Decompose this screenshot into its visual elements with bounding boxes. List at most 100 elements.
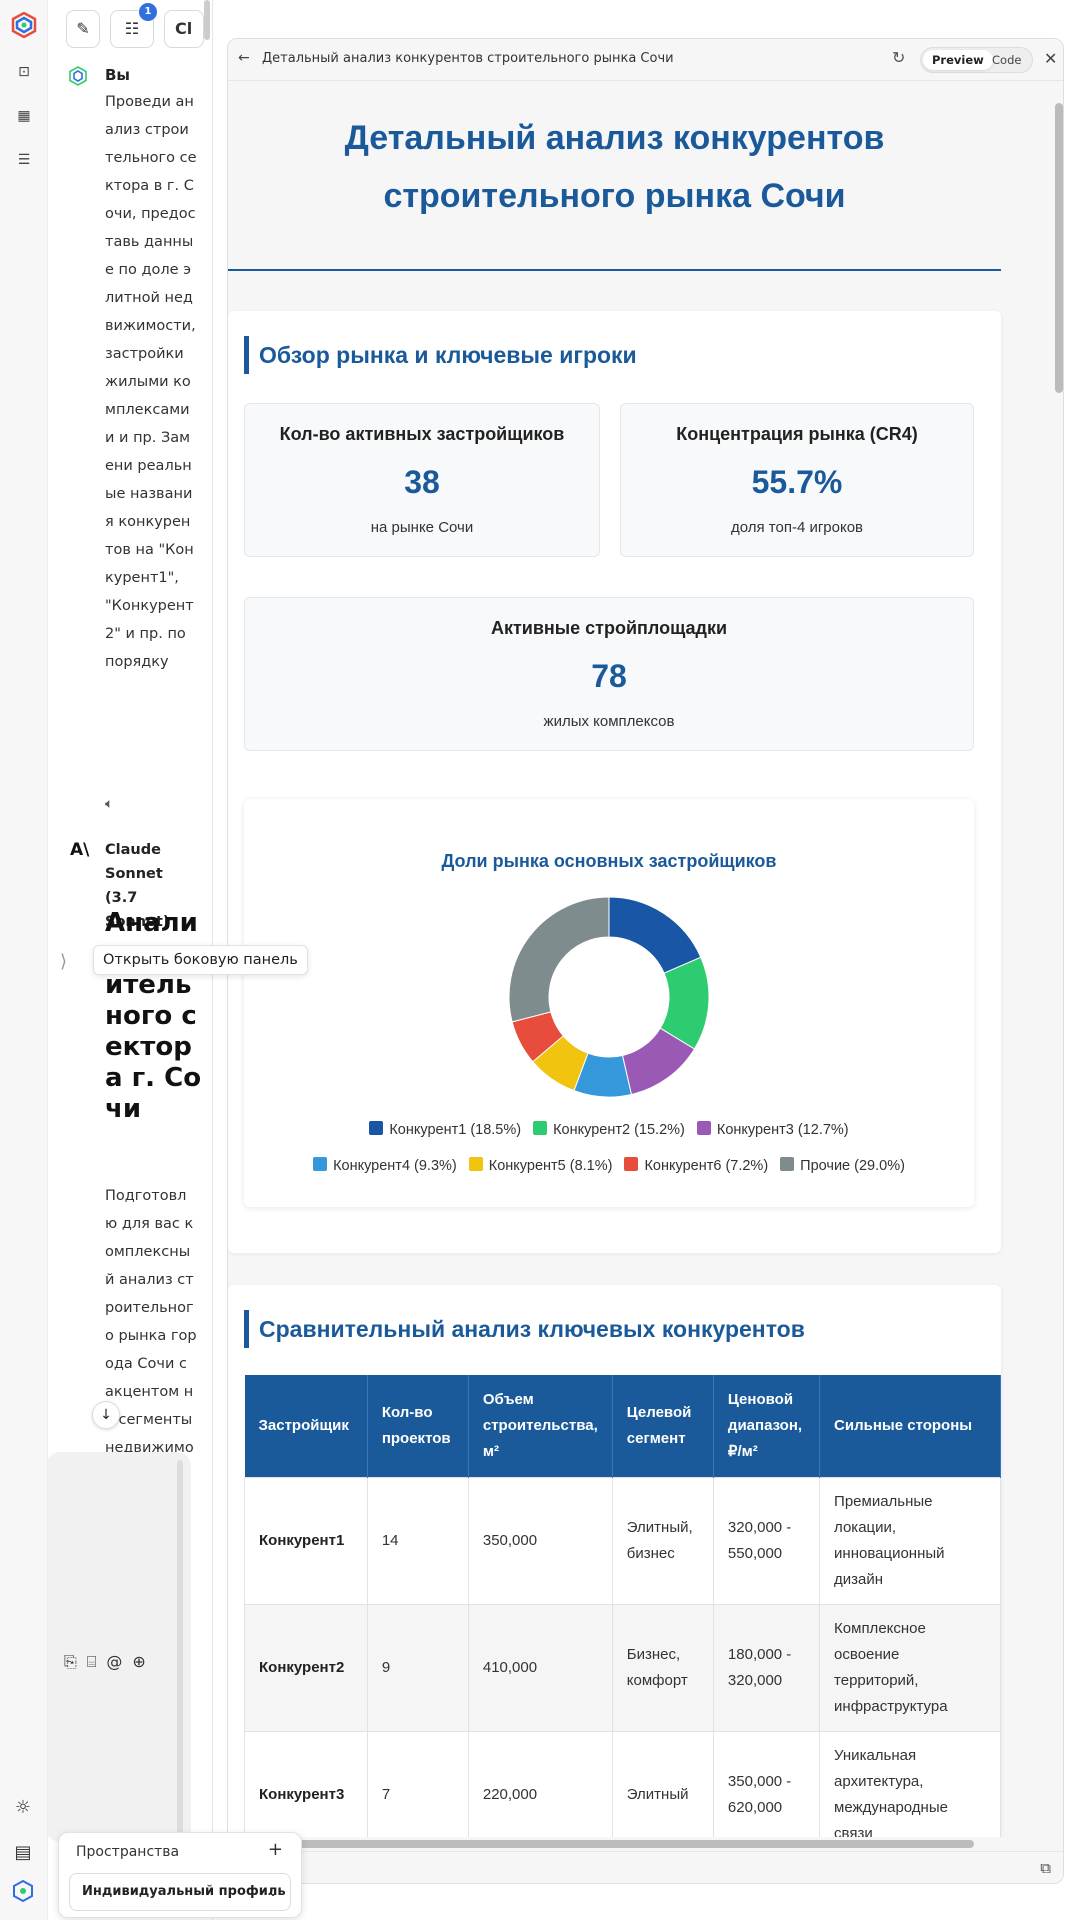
add-icon[interactable]: ⊕ <box>132 1652 156 1671</box>
copy-icon[interactable]: ⧉ <box>1040 1859 1051 1877</box>
chart-title: Доли рынка основных застройщиков <box>441 851 777 871</box>
legend-item[interactable]: Конкурент4 (9.3%) <box>313 1157 457 1174</box>
legend-item[interactable]: Прочие (29.0%) <box>780 1157 905 1174</box>
tab-preview[interactable]: Preview <box>923 50 993 70</box>
ai-response-text: Подготовлю для вас комплексный анализ ст… <box>105 1188 197 1452</box>
legend-swatch <box>369 1121 384 1135</box>
terminal-icon[interactable]: ⊡ <box>18 64 30 80</box>
table-cell: Бизнес, комфорт <box>611 1603 714 1732</box>
artifact-panel: ← Детальный анализ конкурентов строитель… <box>227 38 1064 1884</box>
donut-slice-Прочие[interactable] <box>509 897 610 1023</box>
table-icon[interactable]: ▦ <box>17 108 31 124</box>
stat-subtitle: доля топ-4 игроков <box>730 519 864 536</box>
message-composer[interactable]: ⎘⌸@⊕ <box>48 1452 191 1842</box>
column-header: Целевой сегмент <box>612 1375 714 1477</box>
refresh-icon[interactable]: ↻ <box>892 48 906 67</box>
stat-title: Концентрация рынка (CR4) <box>676 424 918 444</box>
section-heading-overview: Обзор рынка и ключевые игроки <box>244 336 637 374</box>
stat-title: Кол-во активных застройщиков <box>279 424 565 444</box>
profile-select-value: Индивидуальный профиль <box>82 1884 286 1899</box>
new-chat-button[interactable]: ✎ <box>66 10 100 48</box>
title-divider <box>228 269 1001 271</box>
legend-label: Прочие (29.0%) <box>800 1158 905 1174</box>
legend-item[interactable]: Конкурент6 (7.2%) <box>624 1157 768 1174</box>
add-space-icon[interactable]: + <box>267 1839 283 1860</box>
legend-label: Конкурент1 (18.5%) <box>389 1122 522 1138</box>
user-message: Проведи анализ строительного сектора в г… <box>105 94 197 670</box>
table-cell: Конкурент1 <box>244 1476 368 1605</box>
chart-legend-row-1: Конкурент1 (18.5%) Конкурент2 (15.2%) Конк… <box>244 1121 974 1138</box>
table-header-row: Застройщик Кол-во проектов Объем строите… <box>244 1375 1001 1477</box>
document-title-line2: строительного рынка Сочи <box>383 177 846 215</box>
composer-tools: ⎘⌸@⊕ <box>64 1652 156 1672</box>
legend-swatch <box>313 1157 328 1171</box>
back-arrow-icon[interactable]: ← <box>238 50 250 66</box>
legend-swatch <box>696 1121 711 1135</box>
scroll-down-button[interactable]: ↓ <box>92 1401 120 1429</box>
column-header: Сильные стороны <box>819 1375 1001 1477</box>
table-row: Конкурент2 9 410,000 Бизнес, комфорт 180… <box>244 1603 1001 1732</box>
app-logo-icon[interactable] <box>11 12 37 38</box>
artifact-header: ← Детальный анализ конкурентов строитель… <box>228 39 1063 81</box>
document-title: Детальный анализ конкурентов строительно… <box>228 109 1001 225</box>
donut-slice-Конкурент1[interactable] <box>608 897 702 974</box>
sun-icon[interactable]: ☼ <box>14 1797 32 1818</box>
market-share-chart: Доли рынка основных застройщиков Конкуре… <box>244 799 974 1207</box>
document-icon[interactable]: ▤ <box>14 1842 32 1863</box>
speaker-icon[interactable]: 🔈︎ <box>105 796 114 812</box>
profile-logo-icon[interactable] <box>12 1880 34 1902</box>
scrollbar-thumb[interactable] <box>1055 103 1063 393</box>
spaces-label: Пространства <box>76 1844 180 1860</box>
legend-item[interactable]: Конкурент1 (18.5%) <box>369 1121 521 1138</box>
preview-vertical-scrollbar[interactable] <box>1055 87 1063 1869</box>
table-cell: Конкурент2 <box>244 1603 368 1732</box>
stat-subtitle: на рынке Сочи <box>370 519 474 536</box>
settings-sliders-button[interactable]: ☷ 1 <box>110 3 157 48</box>
prompt-icon[interactable]: ⌸ <box>86 1652 107 1671</box>
attach-icon[interactable]: ⎘ <box>64 1652 87 1671</box>
table-cell: 410,000 <box>467 1603 613 1732</box>
chat-scrollbar[interactable] <box>204 0 210 40</box>
scrollbar-thumb[interactable] <box>238 1840 974 1848</box>
stat-value: 78 <box>591 658 627 694</box>
notification-badge: 1 <box>139 3 157 21</box>
chevron-down-icon: ⌄ <box>267 1885 278 1899</box>
left-rail: ⊡ ▦ ☰ ☼ ▤ <box>0 0 48 1920</box>
list-icon[interactable]: ☰ <box>17 152 31 168</box>
view-toggle: Preview Code <box>920 47 1033 73</box>
table-cell: 320,000 - 550,000 <box>712 1476 821 1605</box>
spaces-popup: Пространства + Индивидуальный профиль ⌄ <box>58 1832 302 1918</box>
tab-code[interactable]: Code <box>992 53 1022 67</box>
legend-label: Конкурент5 (8.1%) <box>488 1158 613 1174</box>
table-cell: 350,000 <box>467 1476 613 1605</box>
user-author: Вы <box>105 66 130 84</box>
legend-item[interactable]: Конкурент3 (12.7%) <box>696 1121 849 1138</box>
legend-swatch <box>780 1157 795 1171</box>
legend-item[interactable]: Конкурент5 (8.1%) <box>468 1157 613 1174</box>
stat-market-concentration: Концентрация рынка (CR4) 55.7% доля топ-… <box>620 403 974 557</box>
table-cell: Элитный, бизнес <box>611 1476 714 1605</box>
open-sidebar-tooltip: Открыть боковую панель <box>93 945 308 975</box>
stat-active-developers: Кол-во активных застройщиков 38 на рынке… <box>244 403 600 557</box>
stat-subtitle: жилых комплексов <box>543 713 675 730</box>
model-select-button[interactable]: Cl <box>164 10 204 48</box>
left-panel-chevron-icon[interactable]: ⟩ <box>60 951 68 972</box>
legend-label: Конкурент6 (7.2%) <box>644 1158 769 1174</box>
donut-chart <box>509 897 709 1097</box>
section-heading-comparison: Сравнительный анализ ключевых конкуренто… <box>244 1310 805 1348</box>
table-cell: 9 <box>366 1603 469 1732</box>
preview-horizontal-scrollbar[interactable] <box>228 1837 1063 1851</box>
profile-select[interactable]: Индивидуальный профиль ⌄ <box>69 1873 291 1911</box>
artifact-preview: Детальный анализ конкурентов строительно… <box>228 81 1063 1881</box>
column-header: Объем строительства, м² <box>468 1375 613 1477</box>
stat-title: Активные стройплощадки <box>490 618 728 638</box>
mention-icon[interactable]: @ <box>106 1652 133 1671</box>
legend-item[interactable]: Конкурент2 (15.2%) <box>533 1121 685 1138</box>
competitors-table: Застройщик Кол-во проектов Объем строите… <box>244 1375 1001 1859</box>
composer-scrollbar[interactable] <box>177 1460 183 1840</box>
table-cell: Премиальные локации, инновационный дизай… <box>819 1476 1001 1605</box>
close-icon[interactable]: ✕ <box>1044 49 1058 68</box>
table-cell: 180,000 - 320,000 <box>712 1603 821 1732</box>
stat-active-sites: Активные стройплощадки 78 жилых комплекс… <box>244 597 974 751</box>
artifact-title: Детальный анализ конкурентов строительно… <box>262 51 674 66</box>
